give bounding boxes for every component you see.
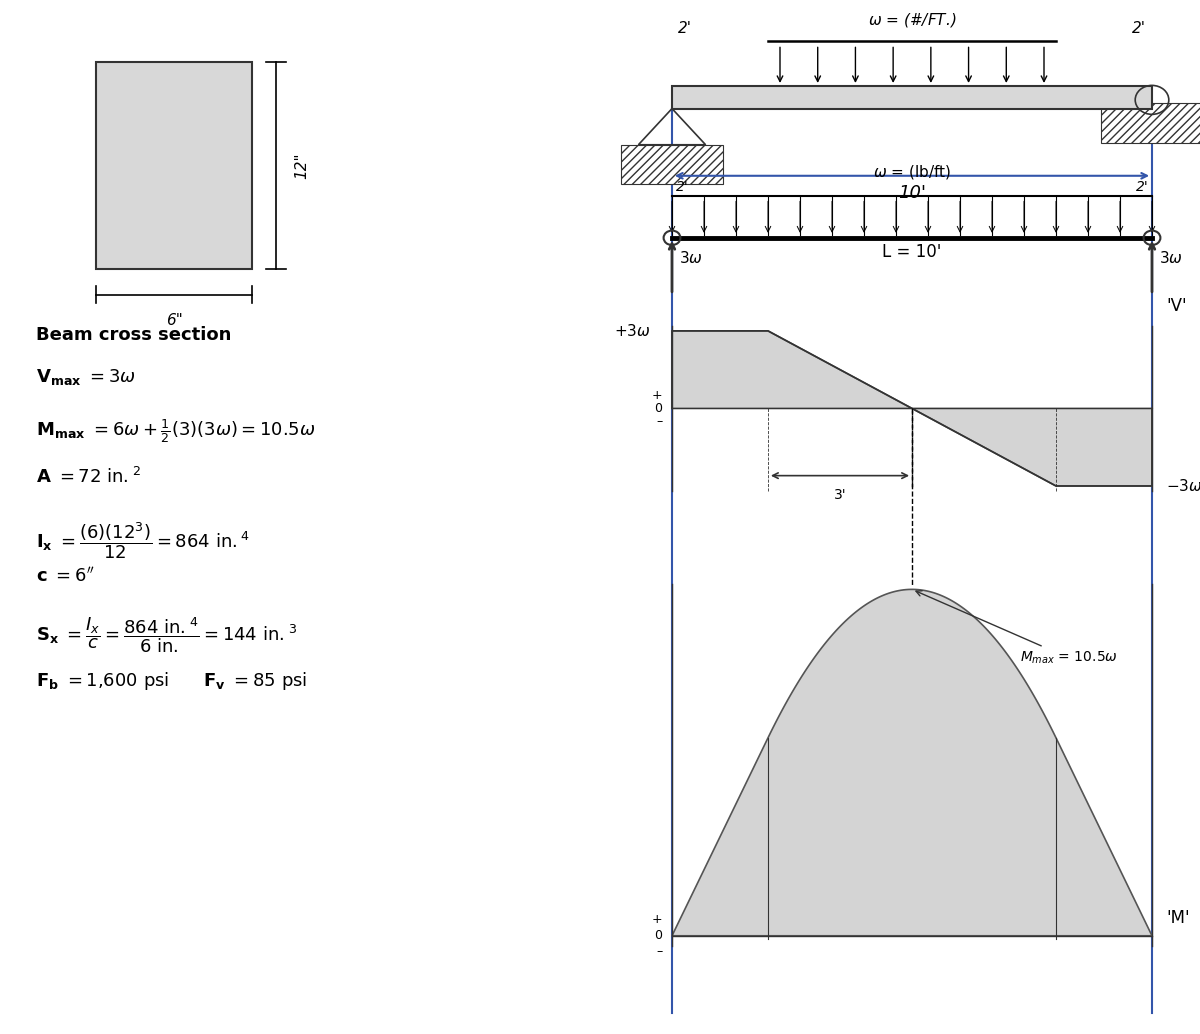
Text: 0: 0 [654,402,662,415]
Text: 12": 12" [294,152,310,179]
Text: +: + [652,913,662,926]
Text: +: + [652,389,662,402]
Polygon shape [672,589,1152,936]
Text: $\mathbf{V_{max}}$ $= 3\omega$: $\mathbf{V_{max}}$ $= 3\omega$ [36,367,136,387]
Bar [1102,103,1200,143]
Text: $\mathbf{M_{max}}$ $= 6\omega + \frac{1}{2}(3)(3\omega) = 10.5\omega$: $\mathbf{M_{max}}$ $= 6\omega + \frac{1}… [36,417,316,445]
Polygon shape [912,408,1152,486]
Text: $\mathbf{A}$ $= 72\ \mathrm{in.}^2$: $\mathbf{A}$ $= 72\ \mathrm{in.}^2$ [36,467,142,487]
Text: 3': 3' [834,488,846,503]
Text: Beam cross section: Beam cross section [36,326,232,343]
Bar [96,62,252,269]
Text: 'M': 'M' [1166,910,1190,927]
Text: 10': 10' [898,184,926,202]
Text: 'V': 'V' [1166,298,1187,315]
Text: 2': 2' [1132,21,1146,36]
Text: +3$\omega$: +3$\omega$ [614,323,650,339]
Text: $\mathbf{S_x}$ $= \dfrac{I_x}{c} = \dfrac{864\ \mathrm{in.}^4}{6\ \mathrm{in.}} : $\mathbf{S_x}$ $= \dfrac{I_x}{c} = \dfra… [36,615,298,655]
Text: $\mathbf{F_b}$ $= 1{,}600\ \mathrm{psi}$      $\mathbf{F_v}$ $= 85\ \mathrm{psi}: $\mathbf{F_b}$ $= 1{,}600\ \mathrm{psi}$… [36,670,307,692]
Bar [622,145,724,184]
Bar [672,86,1152,109]
Text: 0: 0 [654,930,662,942]
Text: $-3\omega$: $-3\omega$ [1166,478,1200,494]
Text: $\omega$ = (#/FT.): $\omega$ = (#/FT.) [868,11,956,29]
Text: $M_{max}$ = 10.5$\omega$: $M_{max}$ = 10.5$\omega$ [916,590,1118,666]
Text: $\mathbf{I_x}$ $= \dfrac{(6)(12^3)}{12} = 864\ \mathrm{in.}^4$: $\mathbf{I_x}$ $= \dfrac{(6)(12^3)}{12} … [36,520,250,560]
Text: L = 10': L = 10' [882,243,942,261]
Text: –: – [656,415,662,428]
Text: 2': 2' [678,21,692,36]
Text: 3$\omega$: 3$\omega$ [679,250,703,266]
Text: $\omega$ = (lb/ft): $\omega$ = (lb/ft) [872,163,952,181]
Text: 3$\omega$: 3$\omega$ [1159,250,1183,266]
Text: –: – [656,945,662,959]
Text: 6": 6" [166,313,182,329]
Polygon shape [672,331,912,408]
Text: 2': 2' [1135,180,1148,194]
Text: 2': 2' [676,180,689,194]
Text: $\mathbf{c}$ $= 6^{\prime\prime}$: $\mathbf{c}$ $= 6^{\prime\prime}$ [36,567,95,585]
